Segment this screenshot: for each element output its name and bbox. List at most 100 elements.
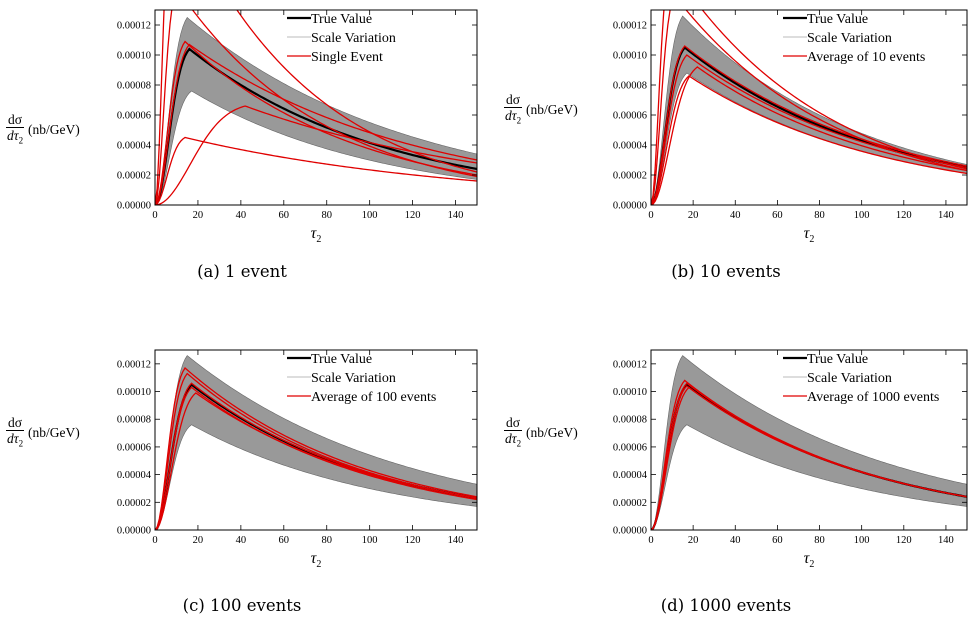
x-tick-label: 120 bbox=[896, 535, 912, 546]
x-axis-label-subscript: 2 bbox=[316, 234, 321, 245]
event-curve bbox=[651, 45, 967, 205]
y-tick-label: 0.00006 bbox=[117, 111, 151, 122]
chart-panel-d: dσ dτ2 (nb/GeV) 0 20 40 60 80 100 120 140 0.00000 0… bbox=[484, 320, 968, 620]
x-tick-label: 100 bbox=[854, 210, 870, 221]
chart-panel-c: dσ dτ2 (nb/GeV) 0 20 40 60 80 100 120 140 0.00000 0… bbox=[0, 320, 484, 620]
chart-svg: 0 20 40 60 80 100 120 140 0.00000 0.00002 0.00004 0… bbox=[117, 349, 478, 570]
x-axis-label-subscript: 2 bbox=[316, 559, 321, 570]
y-axis-label-numerator: dσ bbox=[504, 415, 523, 431]
x-tick-label: 0 bbox=[152, 210, 157, 221]
y-tick-label: 0.00010 bbox=[117, 51, 151, 62]
y-tick-label: 0.00000 bbox=[117, 201, 151, 212]
y-axis-label-unit: (nb/GeV) bbox=[526, 425, 578, 441]
event-curve bbox=[651, 386, 967, 530]
scale-variation-band bbox=[155, 17, 477, 205]
x-tick-label: 20 bbox=[688, 535, 699, 546]
y-axis-label-numerator: dσ bbox=[6, 112, 25, 128]
x-axis-label-subscript: 2 bbox=[809, 559, 814, 570]
y-tick-label: 0.00010 bbox=[613, 387, 647, 398]
y-tick-label: 0.00000 bbox=[613, 201, 647, 212]
legend-label: Scale Variation bbox=[311, 371, 396, 386]
legend-label: True Value bbox=[807, 352, 868, 367]
y-axis-label-denominator: dτ bbox=[6, 128, 19, 143]
legend-label: Single Event bbox=[311, 50, 383, 65]
x-tick-label: 0 bbox=[648, 535, 653, 546]
x-tick-label: 80 bbox=[814, 210, 825, 221]
x-tick-label: 80 bbox=[321, 535, 332, 546]
event-curve bbox=[651, 66, 967, 205]
event-curve bbox=[155, 10, 477, 205]
x-tick-label: 120 bbox=[405, 535, 421, 546]
x-tick-label: 60 bbox=[772, 535, 783, 546]
x-tick-label: 120 bbox=[405, 210, 421, 221]
event-curve bbox=[651, 10, 967, 205]
y-tick-label: 0.00004 bbox=[117, 141, 152, 152]
event-curve bbox=[155, 136, 477, 205]
y-tick-label: 0.00012 bbox=[117, 359, 151, 370]
legend-label: True Value bbox=[311, 12, 372, 27]
plot-area bbox=[155, 10, 477, 205]
legend-label: True Value bbox=[807, 12, 868, 27]
y-axis-label-numerator: dσ bbox=[6, 415, 25, 431]
legend-label: Average of 100 events bbox=[311, 390, 436, 405]
x-tick-label: 140 bbox=[448, 210, 464, 221]
x-tick-label: 60 bbox=[279, 535, 290, 546]
y-axis-label-denominator-subscript: 2 bbox=[18, 438, 24, 449]
x-tick-label: 60 bbox=[772, 210, 783, 221]
y-axis-label-unit: (nb/GeV) bbox=[28, 122, 80, 138]
chart-panel-a: dσ dτ2 (nb/GeV) 0 20 40 60 80 100 120 140 0.00000 0… bbox=[0, 0, 484, 300]
event-curve bbox=[155, 367, 477, 530]
plot-frame bbox=[650, 9, 968, 206]
x-axis-label: τ2 bbox=[804, 225, 815, 245]
x-tick-label: 20 bbox=[688, 210, 699, 221]
plot-area bbox=[651, 10, 967, 205]
x-tick-label: 100 bbox=[362, 210, 378, 221]
y-axis-label-denominator-subscript: 2 bbox=[516, 115, 522, 126]
event-curve bbox=[155, 43, 477, 205]
x-tick-label: 100 bbox=[854, 535, 870, 546]
y-tick-label: 0.00012 bbox=[613, 21, 647, 32]
y-tick-label: 0.00010 bbox=[613, 51, 647, 62]
y-axis-label-numerator: dσ bbox=[504, 92, 523, 108]
y-tick-label: 0.00008 bbox=[117, 415, 151, 426]
y-tick-label: 0.00008 bbox=[117, 81, 151, 92]
chart-svg: 0 20 40 60 80 100 120 140 0.00000 0.00002 0.00004 0… bbox=[613, 349, 968, 570]
y-axis-label-unit: (nb/GeV) bbox=[526, 102, 578, 118]
y-axis-label: dσ dτ2 (nb/GeV) bbox=[504, 92, 578, 129]
x-tick-label: 120 bbox=[896, 210, 912, 221]
y-axis-label: dσ dτ2 (nb/GeV) bbox=[6, 415, 80, 452]
y-tick-label: 0.00004 bbox=[613, 470, 648, 481]
y-tick-label: 0.00012 bbox=[613, 359, 647, 370]
x-tick-label: 140 bbox=[448, 535, 464, 546]
event-curve bbox=[155, 392, 477, 530]
x-tick-label: 40 bbox=[236, 210, 247, 221]
x-tick-label: 100 bbox=[362, 535, 378, 546]
x-tick-label: 40 bbox=[236, 535, 247, 546]
y-tick-label: 0.00006 bbox=[613, 442, 647, 453]
plot-frame bbox=[154, 349, 478, 531]
y-tick-label: 0.00012 bbox=[117, 21, 151, 32]
chart-caption: (c) 100 events bbox=[182, 596, 302, 615]
y-tick-label: 0.00008 bbox=[613, 415, 647, 426]
y-tick-label: 0.00002 bbox=[117, 171, 151, 182]
y-tick-label: 0.00004 bbox=[117, 470, 152, 481]
event-curve bbox=[155, 386, 477, 530]
legend-label: True Value bbox=[311, 352, 372, 367]
x-tick-label: 20 bbox=[193, 535, 204, 546]
chart-svg: 0 20 40 60 80 100 120 140 0.00000 0.00002 0.00004 0… bbox=[613, 9, 968, 245]
chart-caption: (b) 10 events bbox=[671, 262, 781, 281]
plot-area bbox=[651, 355, 967, 530]
true-value-line bbox=[155, 47, 477, 205]
y-tick-label: 0.00006 bbox=[613, 111, 647, 122]
event-curve bbox=[155, 105, 477, 205]
x-tick-label: 40 bbox=[730, 210, 741, 221]
x-tick-label: 0 bbox=[152, 535, 157, 546]
y-axis-label-denominator: dτ bbox=[6, 431, 19, 446]
y-tick-label: 0.00006 bbox=[117, 442, 151, 453]
legend-label: Scale Variation bbox=[807, 31, 892, 46]
y-axis-label: dσ dτ2 (nb/GeV) bbox=[504, 415, 578, 452]
y-tick-label: 0.00008 bbox=[613, 81, 647, 92]
y-tick-label: 0.00002 bbox=[613, 498, 647, 509]
x-axis-label: τ2 bbox=[311, 225, 322, 245]
scale-variation-band bbox=[155, 355, 477, 530]
